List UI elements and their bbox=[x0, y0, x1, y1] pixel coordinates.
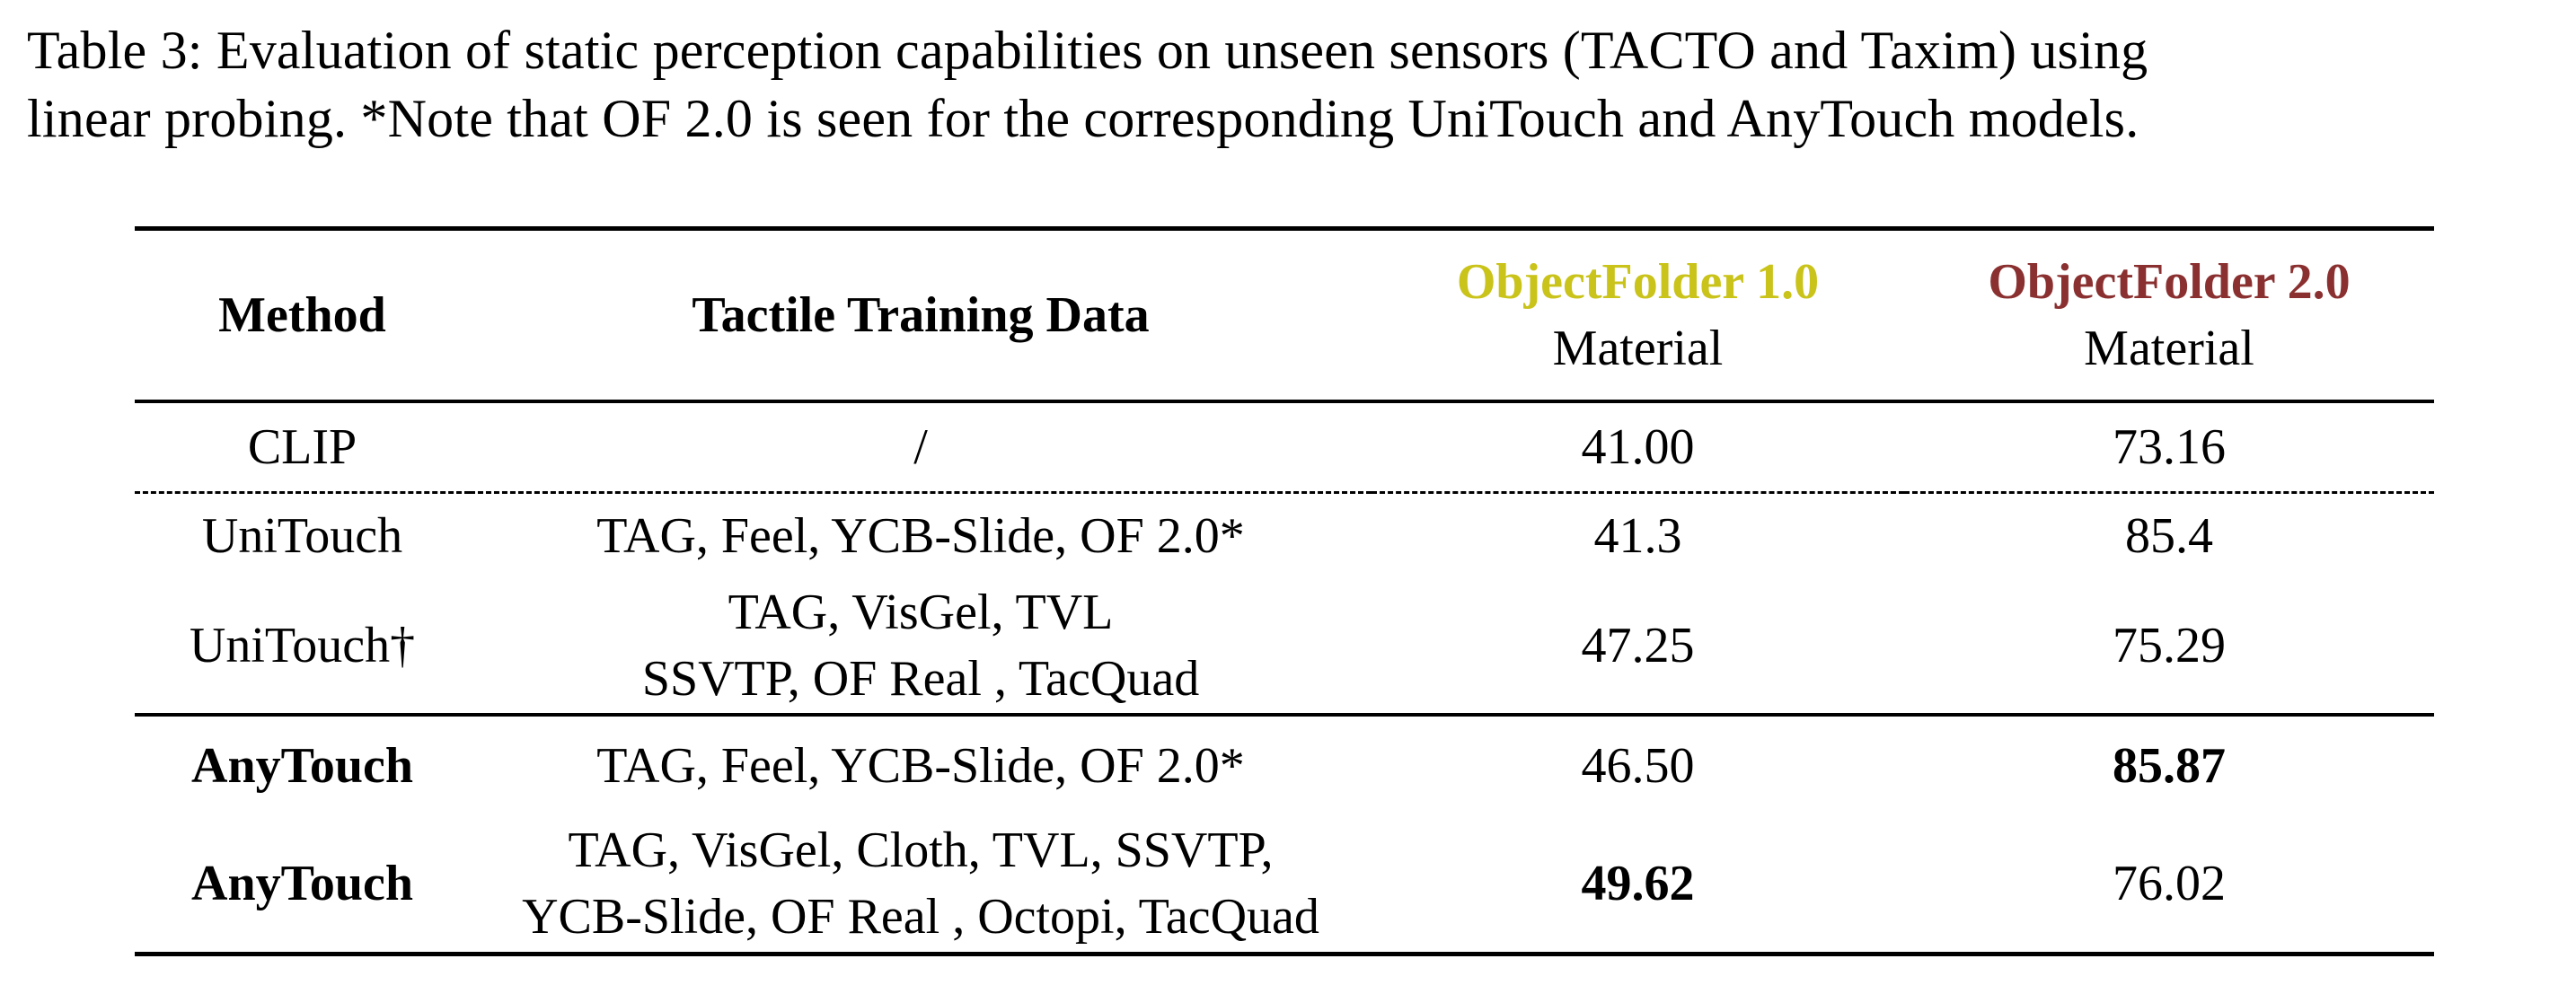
caption-line-2: linear probing. *Note that OF 2.0 is see… bbox=[27, 89, 2139, 148]
cell-data: TAG, VisGel, TVL SSVTP, OF Real , TacQua… bbox=[470, 578, 1372, 715]
table-row: AnyTouch TAG, Feel, YCB-Slide, OF 2.0* 4… bbox=[135, 715, 2434, 815]
cell-of2: 85.4 bbox=[2125, 508, 2213, 564]
table-header-row: Method Tactile Training Data ObjectFolde… bbox=[135, 228, 2434, 402]
cell-of1-best: 49.62 bbox=[1581, 856, 1695, 911]
cell-data-line-2: YCB-Slide, OF Real , Octopi, TacQuad bbox=[522, 889, 1319, 945]
cell-method: UniTouch† bbox=[189, 618, 416, 673]
header-of1-metric: Material bbox=[1552, 321, 1724, 376]
cell-method: AnyTouch bbox=[191, 738, 413, 794]
header-method: Method bbox=[218, 287, 386, 343]
header-tactile-data: Tactile Training Data bbox=[692, 287, 1150, 343]
cell-data: TAG, VisGel, Cloth, TVL, SSVTP, YCB-Slid… bbox=[470, 815, 1372, 954]
cell-of1: 41.3 bbox=[1593, 508, 1682, 564]
cell-method: AnyTouch bbox=[191, 856, 413, 911]
results-table: Method Tactile Training Data ObjectFolde… bbox=[135, 226, 2434, 956]
header-of2-metric: Material bbox=[2084, 321, 2254, 376]
table-caption: Table 3: Evaluation of static perception… bbox=[27, 16, 2560, 153]
header-objectfolder-1: ObjectFolder 1.0 Material bbox=[1372, 229, 1904, 402]
cell-method: CLIP bbox=[247, 419, 357, 475]
cell-of1: 47.25 bbox=[1581, 618, 1695, 673]
cell-of2-best: 85.87 bbox=[2113, 738, 2226, 794]
cell-data-line-1: TAG, VisGel, Cloth, TVL, SSVTP, bbox=[568, 822, 1274, 878]
caption-line-1: Table 3: Evaluation of static perception… bbox=[27, 21, 2148, 80]
cell-of2: 73.16 bbox=[2113, 419, 2226, 475]
cell-of1: 46.50 bbox=[1581, 738, 1695, 794]
cell-data: / bbox=[913, 419, 928, 475]
table-row: UniTouch† TAG, VisGel, TVL SSVTP, OF Rea… bbox=[135, 578, 2434, 715]
header-of2-title: ObjectFolder 2.0 bbox=[1988, 254, 2351, 310]
table-row: UniTouch TAG, Feel, YCB-Slide, OF 2.0* 4… bbox=[135, 493, 2434, 579]
header-of1-title: ObjectFolder 1.0 bbox=[1456, 254, 1820, 310]
cell-data-line-2: SSVTP, OF Real , TacQuad bbox=[641, 651, 1200, 707]
cell-of1: 41.00 bbox=[1581, 419, 1695, 475]
cell-of2: 75.29 bbox=[2113, 618, 2226, 673]
table-row: AnyTouch TAG, VisGel, Cloth, TVL, SSVTP,… bbox=[135, 815, 2434, 954]
cell-method: UniTouch bbox=[201, 508, 403, 564]
cell-data-line-1: TAG, VisGel, TVL bbox=[728, 585, 1114, 640]
header-objectfolder-2: ObjectFolder 2.0 Material bbox=[1904, 229, 2434, 402]
cell-data: TAG, Feel, YCB-Slide, OF 2.0* bbox=[596, 738, 1245, 794]
cell-data: TAG, Feel, YCB-Slide, OF 2.0* bbox=[596, 508, 1245, 564]
results-table-container: Method Tactile Training Data ObjectFolde… bbox=[135, 226, 2434, 956]
cell-of2: 76.02 bbox=[2113, 856, 2226, 911]
table-row: CLIP / 41.00 73.16 bbox=[135, 401, 2434, 493]
